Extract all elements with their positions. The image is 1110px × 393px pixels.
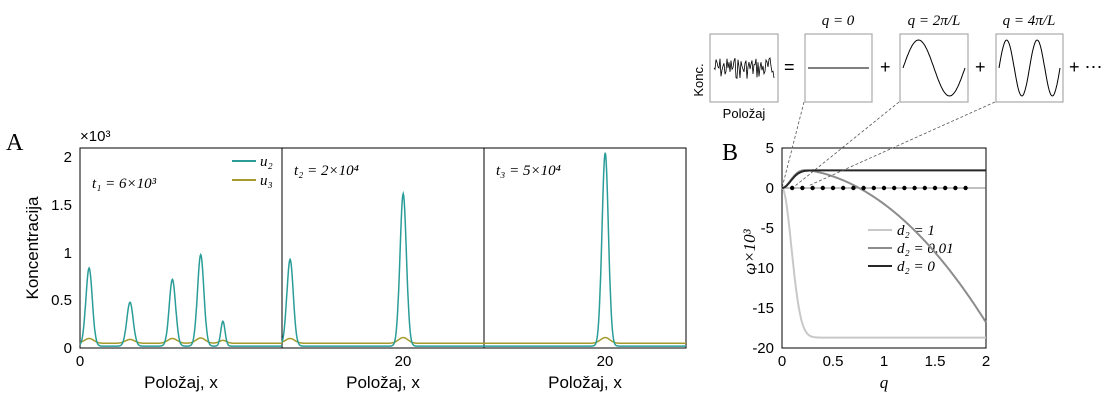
connector-line (781, 101, 805, 189)
series-line-d001 (781, 169, 987, 323)
x-axis-label-2: Položaj, x (346, 373, 420, 392)
y-tick-label: -20 (752, 340, 774, 357)
x-tick-label: 2 (982, 353, 990, 370)
time-label-3: t₃ = 5×10⁴ (496, 163, 561, 179)
plus-sign: + (880, 57, 891, 77)
equals-sign: = (784, 57, 795, 77)
y-tick-label: 0.5 (51, 292, 72, 309)
subplot-3-frame (483, 147, 687, 349)
legend-u2-label: u₂ (260, 154, 273, 170)
discrete-mode-point (820, 185, 825, 191)
x-tick-label: 0 (76, 353, 84, 370)
y-tick-label: 0 (64, 340, 72, 357)
discrete-mode-point (902, 185, 907, 191)
y-tick-label: 1.5 (51, 197, 72, 214)
panel-b-frame (781, 147, 987, 349)
y-tick-label: -15 (752, 300, 774, 317)
y-tick-label: 0 (766, 180, 774, 197)
u2-series-line (281, 190, 484, 347)
panel-b-curves (781, 169, 987, 339)
y-tick-label: 1 (64, 245, 72, 262)
y-axis-label: ω×10³ (740, 228, 759, 274)
legend-u3-label: u₃ (260, 173, 273, 189)
u3-series-line (79, 337, 282, 344)
legend-d2-0-label: d₂ = 0 (897, 259, 935, 275)
panel-a-chart: 0 0.5 1 1.5 2 Koncentracija 0 20 20 Polo… (23, 147, 687, 392)
panel-b-label: B (722, 140, 738, 166)
discrete-mode-point (841, 185, 846, 191)
series-line-d0 (781, 169, 986, 189)
discrete-mode-point (963, 185, 968, 191)
series-line-d1 (781, 187, 986, 339)
u3-series-line (484, 336, 686, 344)
legend-d2-001-label: d₂ = 0.01 (897, 241, 954, 257)
discrete-mode-point (851, 185, 856, 191)
x-tick-label: 0.5 (823, 353, 844, 370)
inset-x-label: Položaj (723, 106, 766, 121)
u2-series-line (484, 152, 686, 347)
discrete-mode-point (830, 185, 836, 191)
plus-sign: + (975, 57, 986, 77)
x-axis-label-3: Položaj, x (548, 373, 622, 392)
discrete-mode-point (892, 185, 897, 191)
u2-series-line (79, 252, 282, 347)
y-tick-label: -5 (761, 220, 774, 237)
x-tick-label: 0 (778, 353, 786, 370)
connector-line (794, 101, 900, 187)
discrete-mode-point (871, 185, 876, 191)
x-tick-label: 20 (395, 353, 412, 370)
time-label-1: t₁ = 6×10³ (92, 176, 157, 192)
panel-a-label: A (6, 130, 24, 156)
x-axis-label-1: Položaj, x (144, 373, 218, 392)
y-tick-label: 2 (64, 149, 72, 166)
connector-line (807, 101, 996, 187)
discrete-mode-point (922, 185, 927, 191)
x-tick-label: 1.5 (925, 353, 946, 370)
x-axis-label: q (880, 373, 889, 392)
time-label-2: t₂ = 2×10⁴ (294, 163, 359, 179)
inset-y-label: Konc. (691, 63, 706, 96)
ellipsis: + ⋯ (1069, 57, 1103, 77)
discrete-mode-point (790, 185, 795, 191)
discrete-mode-point (800, 185, 805, 191)
noise-signal (713, 57, 775, 79)
mode-label-3: q = 4π/L (1003, 13, 1056, 29)
discrete-mode-point (881, 185, 887, 191)
panel-a-curves (79, 152, 686, 347)
discrete-mode-point (810, 185, 815, 191)
u3-series-line (281, 336, 484, 344)
panel-b-chart: 5 0 -5 -10 -15 -20 0 0.5 1 1.5 2 q ω×10³… (740, 140, 990, 392)
y-tick-label: -10 (752, 260, 774, 277)
mode-2-curve (902, 39, 966, 97)
discrete-mode-point (932, 185, 938, 191)
discrete-mode-point (861, 185, 866, 191)
x-tick-label: 20 (597, 353, 614, 370)
y-tick-label: 5 (766, 140, 774, 157)
x-tick-label: 1 (880, 353, 888, 370)
panel-a-exponent: ×10³ (80, 128, 110, 145)
mode-3-curve (998, 39, 1061, 97)
fourier-inset: Konc. Položaj = q = 0 + q = 2π/L + q = 4… (691, 13, 1103, 189)
y-axis-label: Koncentracija (23, 196, 42, 300)
mode-label-1: q = 0 (822, 13, 855, 29)
mode-label-2: q = 2π/L (908, 13, 961, 29)
discrete-mode-point (953, 185, 958, 191)
noise-box (709, 33, 779, 103)
discrete-mode-point (943, 185, 948, 191)
discrete-mode-point (912, 185, 917, 191)
